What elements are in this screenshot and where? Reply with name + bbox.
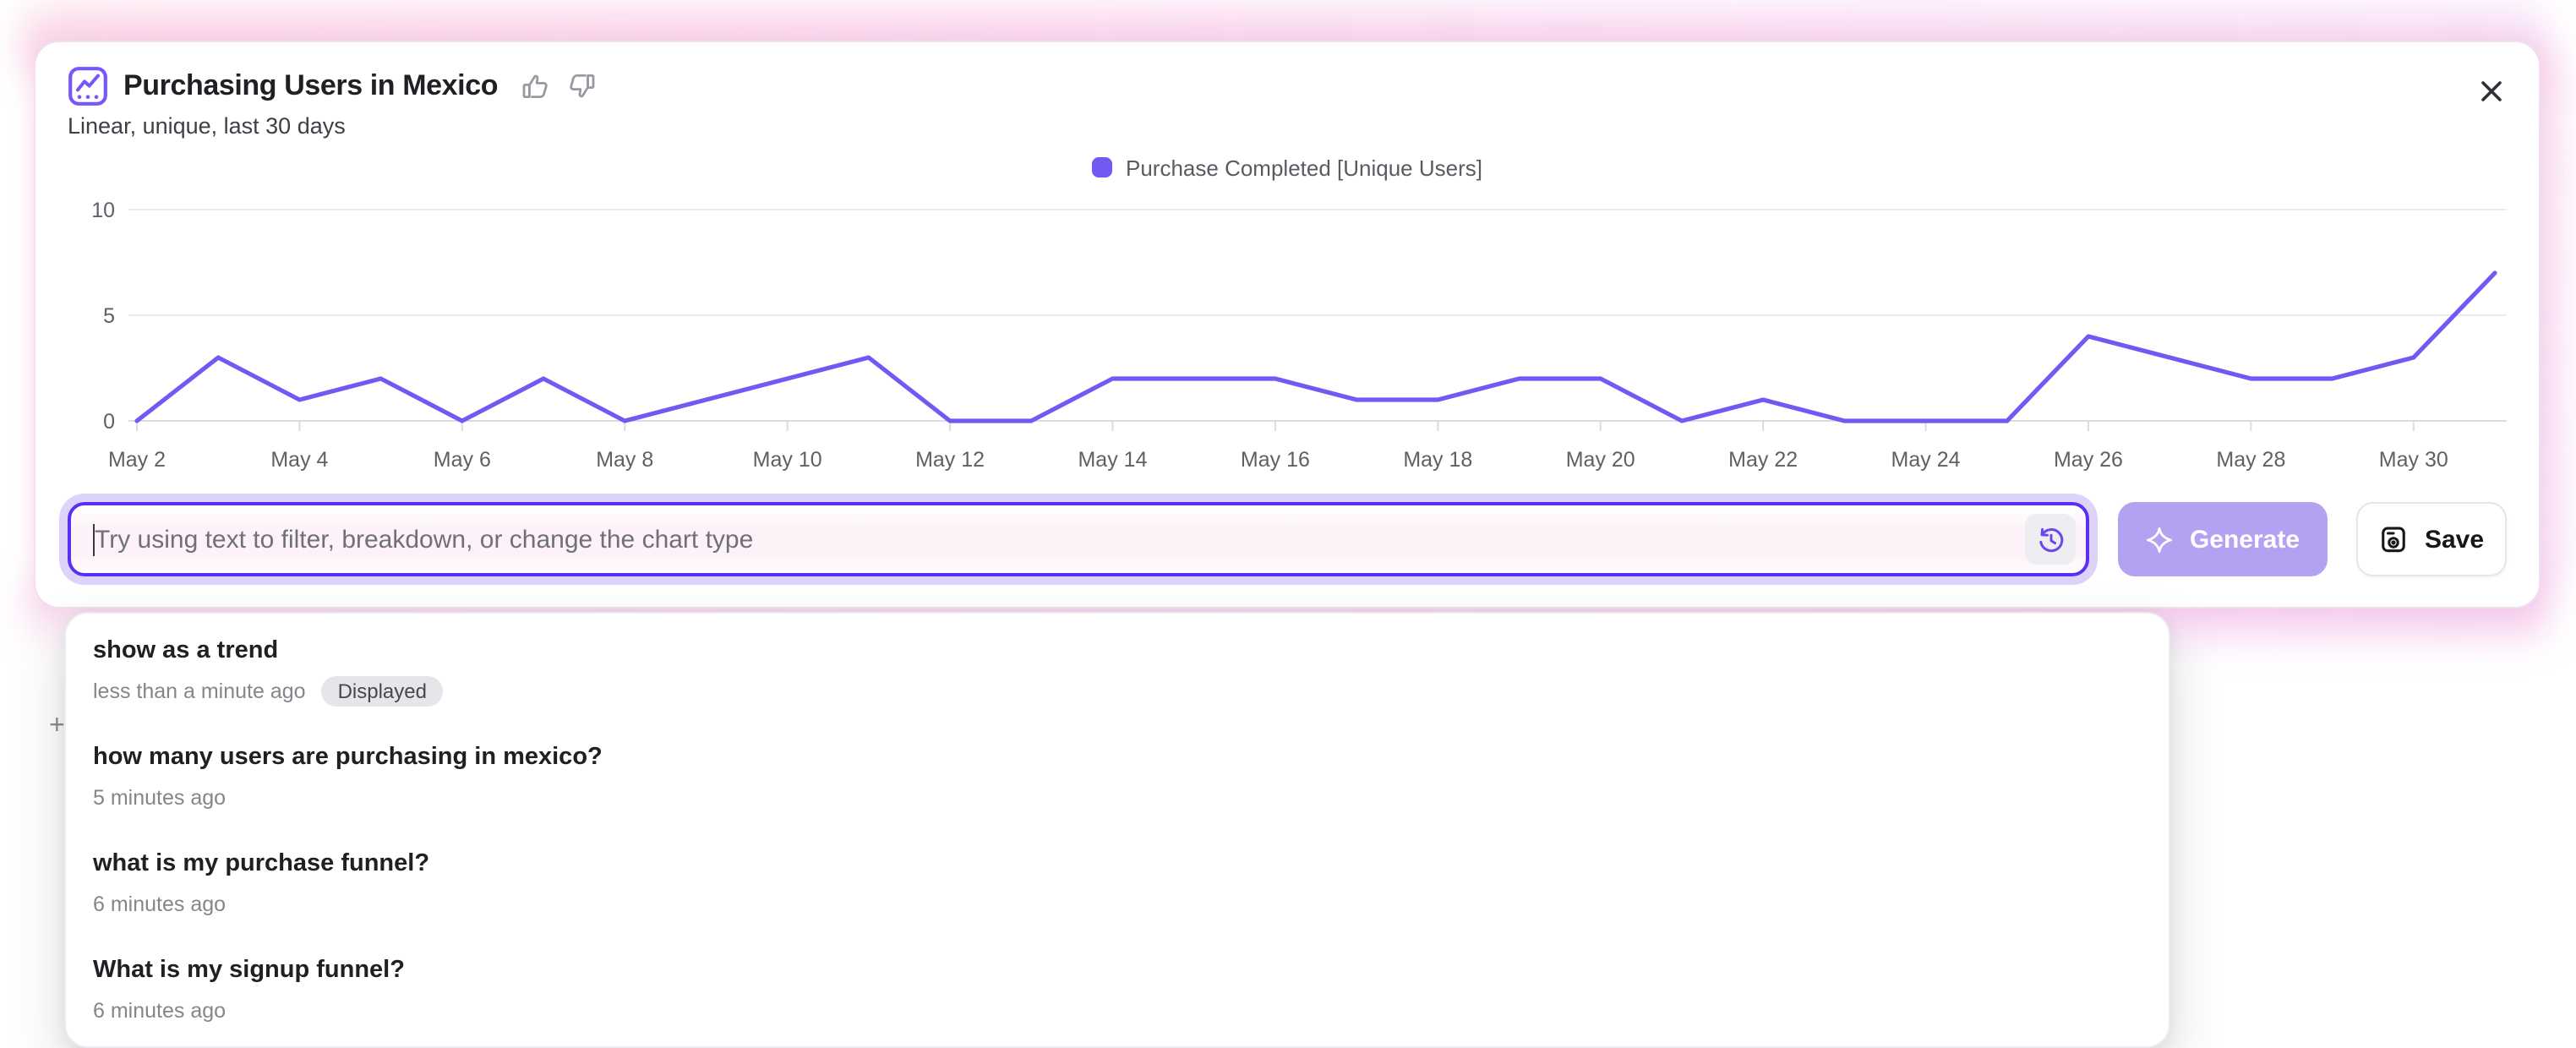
y-axis-tick-label: 10 [91,199,115,222]
prompt-input-container [68,502,2089,576]
history-timestamp: less than a minute ago [93,680,306,703]
history-item[interactable]: show as a trend less than a minute ago Dis… [66,617,2169,723]
status-badge: Displayed [320,676,444,707]
y-axis-tick-label: 5 [103,304,115,328]
x-axis-tick-label: May 16 [1241,448,1310,472]
chart-subtitle: Linear, unique, last 30 days [68,113,346,139]
save-icon [2382,527,2406,553]
history-timestamp: 6 minutes ago [93,892,226,916]
plus-icon[interactable]: + [49,712,65,740]
text-cursor [92,524,95,556]
history-item[interactable]: What is my signup funnel? 6 minutes ago [66,936,2169,1043]
history-query: show as a trend [93,637,279,664]
thumbs-down-button[interactable] [565,71,596,101]
x-axis-tick-label: May 18 [1403,448,1472,472]
y-axis-tick-label: 0 [103,410,115,434]
trend-chart: 0 5 10 May 2 May 4 May 6 May 8 May 10 May 12 May … [91,199,2507,472]
page-title: Purchasing Users in Mexico [123,69,499,101]
history-timestamp: 6 minutes ago [93,999,226,1023]
card-header: Purchasing Users in Mexico [68,66,2507,106]
x-axis-tick-label: May 10 [753,448,822,472]
x-axis-tick-label: May 24 [1891,448,1961,472]
x-axis-tick-label: May 30 [2379,448,2448,472]
generate-button[interactable]: Generate [2118,502,2328,576]
x-axis-tick-label: May 4 [270,448,328,472]
history-meta: 6 minutes ago [93,889,2142,920]
chart-legend[interactable]: Purchase Completed [Unique Users] [68,155,2507,180]
history-query: how many users are purchasing in mexico? [93,744,603,771]
feedback-controls [520,71,596,101]
history-timestamp: 5 minutes ago [93,786,226,810]
history-meta: 6 minutes ago [93,996,2142,1026]
x-axis-tick-label: May 22 [1728,448,1798,472]
history-query: What is my signup funnel? [93,957,405,984]
close-button[interactable] [2468,68,2515,115]
history-meta: 5 minutes ago [93,783,2142,813]
x-axis-tick-label: May 2 [108,448,166,472]
trend-line [134,270,2497,423]
history-button[interactable] [2025,514,2076,565]
x-axis-tick-label: May 26 [2054,448,2123,472]
thumbs-up-button[interactable] [520,71,550,101]
x-axis-tick-label: May 8 [596,448,653,472]
x-axis-tick-label: May 12 [915,448,985,472]
history-query: what is my purchase funnel? [93,850,430,877]
save-button[interactable]: Save [2356,502,2507,576]
chart-card: Purchasing Users in Mexico [35,42,2539,607]
legend-label: Purchase Completed [Unique Users] [1126,155,1482,180]
save-button-label: Save [2424,525,2485,554]
line-chart-icon [68,66,108,106]
x-axis-tick-label: May 20 [1566,448,1635,472]
x-axis-tick-label: May 14 [1078,448,1147,472]
chart-area: 0 5 10 May 2 May 4 May 6 May 8 May 10 May 12 May … [68,193,2507,489]
history-meta: less than a minute ago Displayed [93,676,2142,707]
x-axis-tick-label: May 28 [2216,448,2285,472]
prompt-input[interactable] [71,505,2086,573]
ai-prompt-bar: Generate Save [68,502,2507,576]
sparkle-icon [2147,527,2173,552]
history-item[interactable]: what is my purchase funnel? 6 minutes ago [66,830,2169,936]
x-axis-tick-label: May 6 [434,448,491,472]
history-dropdown: show as a trend less than a minute ago Dis… [64,612,2170,1048]
legend-swatch [1092,157,1112,177]
generate-button-label: Generate [2189,525,2300,554]
history-item[interactable]: how many users are purchasing in mexico?… [66,723,2169,830]
